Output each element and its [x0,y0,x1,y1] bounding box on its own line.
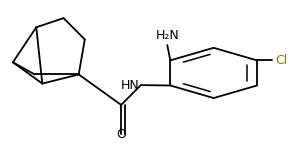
Text: HN: HN [121,79,139,92]
Text: H₂N: H₂N [155,29,179,42]
Text: O: O [116,128,126,141]
Text: Cl: Cl [275,54,287,67]
